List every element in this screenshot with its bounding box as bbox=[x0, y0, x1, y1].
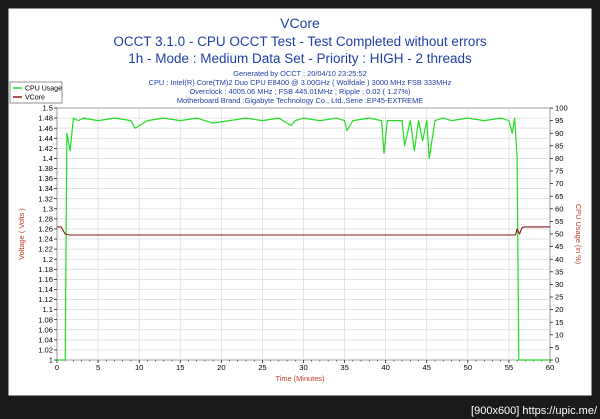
y-right-tick-label: 85 bbox=[555, 141, 563, 150]
y-right-tick-label: 5 bbox=[555, 343, 559, 352]
x-tick-label: 30 bbox=[299, 363, 307, 372]
y-left-tick-label: 1.06 bbox=[38, 325, 53, 334]
y-left-tick-label: 1.36 bbox=[38, 174, 53, 183]
y-left-tick-label: 1.38 bbox=[38, 164, 53, 173]
y-left-tick-label: 1.18 bbox=[38, 265, 53, 274]
watermark: [900x600] https://upic.me/ bbox=[471, 405, 598, 417]
x-tick-label: 55 bbox=[505, 363, 513, 372]
info-cpu: CPU : Intel(R) Core(TM)2 Duo CPU E8400 @… bbox=[149, 78, 452, 87]
y-right-tick-label: 80 bbox=[555, 154, 563, 163]
legend-label-cpu-usage: CPU Usage bbox=[25, 86, 62, 93]
y-right-tick-label: 60 bbox=[555, 204, 563, 213]
y-left-axis-label: Voltage ( Volts ) bbox=[17, 208, 26, 260]
x-tick-label: 10 bbox=[135, 363, 143, 372]
x-tick-label: 15 bbox=[176, 363, 184, 372]
y-right-tick-label: 15 bbox=[555, 318, 563, 327]
inner-border bbox=[7, 7, 593, 397]
y-right-tick-label: 55 bbox=[555, 217, 563, 226]
y-left-tick-label: 1.42 bbox=[38, 144, 53, 153]
y-right-tick-label: 75 bbox=[555, 167, 563, 176]
y-left-tick-label: 1.5 bbox=[42, 104, 53, 113]
y-left-tick-label: 1.46 bbox=[38, 124, 53, 133]
x-tick-label: 20 bbox=[217, 363, 225, 372]
y-right-tick-label: 50 bbox=[555, 230, 563, 239]
x-tick-label: 50 bbox=[464, 363, 472, 372]
y-right-tick-label: 25 bbox=[555, 293, 563, 302]
y-right-tick-label: 0 bbox=[555, 356, 559, 365]
chart-subtitle-test: OCCT 3.1.0 - CPU OCCT Test - Test Comple… bbox=[113, 34, 487, 49]
chart-subtitle-mode: 1h - Mode : Medium Data Set - Priority :… bbox=[128, 51, 472, 66]
legend-box bbox=[9, 81, 63, 104]
y-left-tick-label: 1.3 bbox=[42, 204, 53, 213]
y-right-tick-label: 95 bbox=[555, 116, 563, 125]
y-left-tick-label: 1.4 bbox=[42, 154, 53, 163]
y-left-tick-label: 1.2 bbox=[42, 255, 53, 264]
legend-label-vcore: VCore bbox=[25, 95, 45, 102]
x-tick-label: 0 bbox=[55, 363, 59, 372]
y-left-tick-label: 1.32 bbox=[38, 194, 53, 203]
y-right-tick-label: 70 bbox=[555, 179, 563, 188]
y-right-tick-label: 45 bbox=[555, 242, 563, 251]
y-left-tick-label: 1 bbox=[49, 356, 53, 365]
info-generated: Generated by OCCT : 20/04/10 23:25:52 bbox=[233, 69, 366, 78]
x-tick-label: 40 bbox=[381, 363, 389, 372]
series-layer bbox=[57, 117, 550, 361]
y-left-tick-label: 1.16 bbox=[38, 275, 53, 284]
y-right-axis-label: CPU Usage (in %) bbox=[574, 204, 583, 264]
y-left-tick-label: 1.28 bbox=[38, 214, 53, 223]
y-right-tick-label: 100 bbox=[555, 104, 568, 113]
y-left-tick-label: 1.04 bbox=[38, 335, 53, 344]
y-right-tick-label: 30 bbox=[555, 280, 563, 289]
y-left-tick-label: 1.24 bbox=[38, 235, 53, 244]
x-tick-label: 25 bbox=[258, 363, 266, 372]
y-right-tick-label: 20 bbox=[555, 305, 563, 314]
y-right-tick-label: 40 bbox=[555, 255, 563, 264]
legend: CPU Usage VCore bbox=[9, 81, 63, 104]
y-left-tick-label: 1.14 bbox=[38, 285, 53, 294]
x-tick-label: 45 bbox=[423, 363, 431, 372]
info-overclock: Overclock : 4005.06 MHz ; FSB 445.01MHz … bbox=[190, 87, 411, 96]
x-tick-label: 35 bbox=[340, 363, 348, 372]
y-left-tick-label: 1.48 bbox=[38, 114, 53, 123]
y-left-tick-label: 1.26 bbox=[38, 225, 53, 234]
y-right-tick-label: 10 bbox=[555, 330, 563, 339]
y-left-axis-ticks: 11.021.041.061.081.11.121.141.161.181.21… bbox=[38, 104, 57, 365]
y-left-tick-label: 1.02 bbox=[38, 346, 53, 355]
y-right-axis-ticks: 0 5 10 15 20 25 30 35 40 45 50 55 60 65 70 75 80 85 90 95 10… bbox=[550, 104, 568, 365]
chart-title: VCore bbox=[280, 15, 320, 31]
x-tick-label: 60 bbox=[546, 363, 554, 372]
x-tick-label: 5 bbox=[96, 363, 100, 372]
y-left-tick-label: 1.34 bbox=[38, 184, 53, 193]
y-left-tick-label: 1.1 bbox=[42, 305, 53, 314]
info-motherboard: Motherboard Brand :Gigabyte Technology C… bbox=[177, 96, 423, 105]
y-right-tick-label: 90 bbox=[555, 129, 563, 138]
y-left-tick-label: 1.08 bbox=[38, 315, 53, 324]
y-left-tick-label: 1.12 bbox=[38, 295, 53, 304]
y-left-tick-label: 1.22 bbox=[38, 245, 53, 254]
series-line-vcore bbox=[57, 226, 550, 236]
y-left-tick-label: 1.44 bbox=[38, 134, 53, 143]
y-right-tick-label: 65 bbox=[555, 192, 563, 201]
series-line-cpu-usage bbox=[57, 117, 550, 361]
x-axis-label: Time (Minutes) bbox=[275, 374, 324, 383]
y-right-tick-label: 35 bbox=[555, 267, 563, 276]
